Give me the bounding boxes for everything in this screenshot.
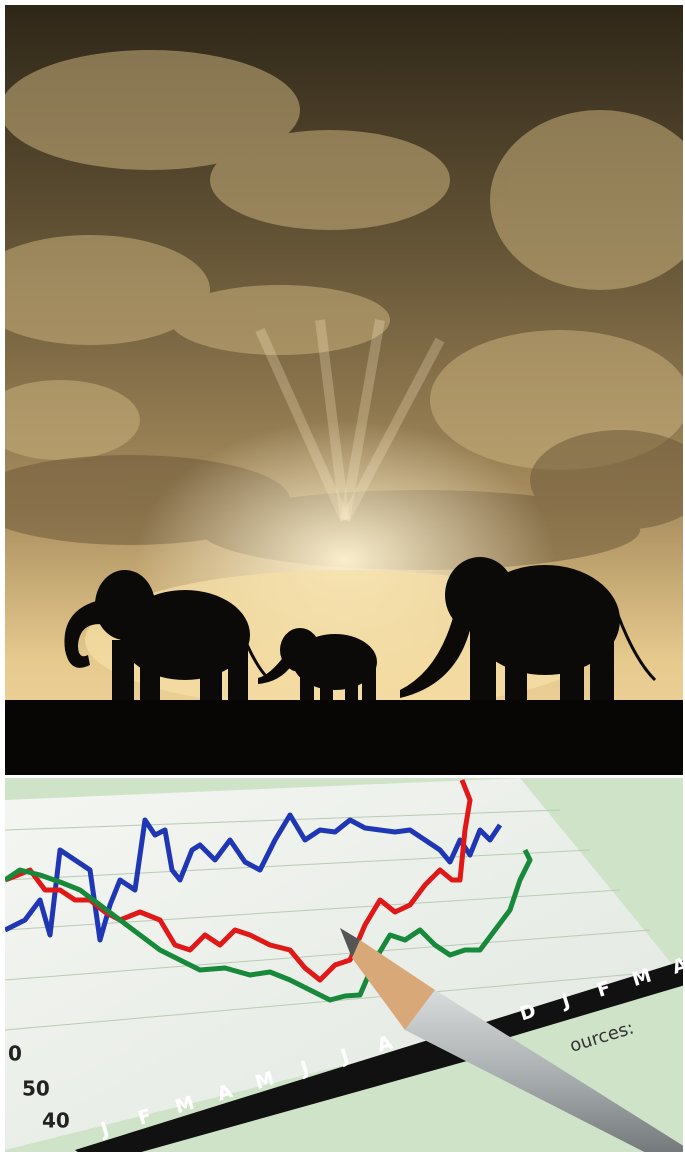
axis-number: 50 bbox=[22, 1077, 50, 1101]
chart-photo: JFMAMJJASDJFMA 0 50 40 ources: bbox=[5, 778, 685, 1156]
axis-number: 0 bbox=[8, 1042, 22, 1066]
axis-number: 40 bbox=[42, 1109, 70, 1133]
elephant-photo bbox=[0, 5, 685, 775]
ground bbox=[5, 700, 683, 775]
collage: JFMAMJJASDJFMA 0 50 40 ources: bbox=[0, 0, 685, 1156]
